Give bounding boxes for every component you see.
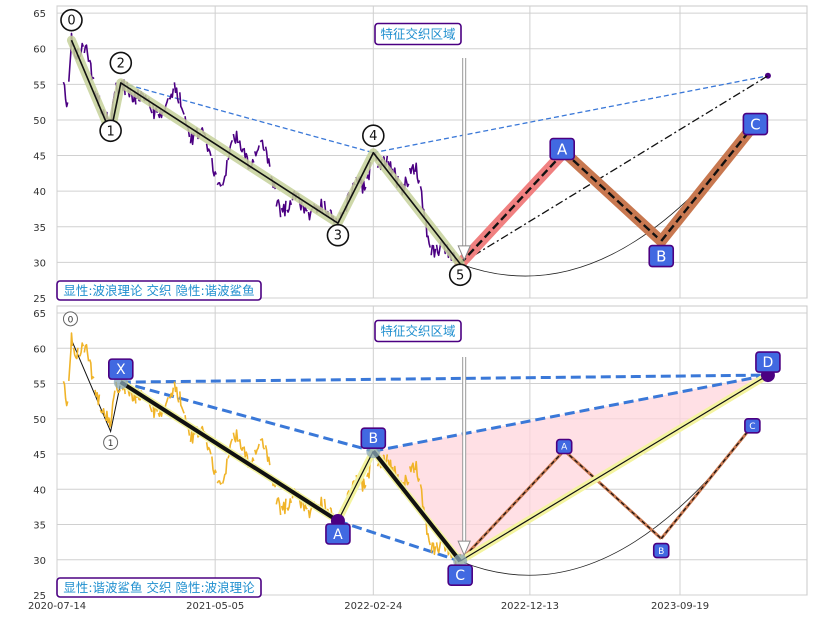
harmonic-fill-area: [373, 375, 768, 562]
caption-box: [56, 577, 262, 598]
wave-point-marker: [326, 223, 350, 247]
projection-dashdot: [459, 75, 769, 265]
y-tick-label: 35: [33, 521, 46, 532]
point-label-text: A: [333, 527, 343, 543]
callout-arrowhead: [457, 540, 471, 557]
harmonic-dashed-line: [120, 373, 768, 384]
forecast-leg-dashed: [459, 450, 565, 562]
point-label-text: B: [658, 547, 664, 557]
point-label-text: B: [369, 431, 379, 447]
y-tick-label: 50: [33, 116, 46, 127]
harmonic-leg-thick: [119, 380, 340, 523]
wave-point-label: 3: [334, 229, 342, 244]
harmonic-leg-thick: [371, 449, 462, 563]
point-label-text: D: [763, 355, 774, 371]
trendline-dashed: [373, 75, 769, 154]
harmonic-dashed-line: [337, 519, 461, 563]
y-tick-label: 65: [33, 309, 46, 320]
wave-point-marker: [109, 51, 133, 75]
wave-point-label: 4: [369, 129, 377, 144]
small-point-label: 1: [108, 439, 114, 449]
harmonic-leg: [337, 450, 374, 522]
y-tick-label: 25: [33, 591, 46, 602]
trendline-dashed: [120, 82, 374, 154]
point-label-box: [325, 523, 351, 545]
caption-box: [56, 280, 262, 301]
point-label-box: [755, 351, 781, 373]
y-tick-label: 55: [33, 80, 46, 91]
point-label-text: B: [656, 247, 666, 265]
wave-point-label: 1: [106, 124, 114, 139]
small-point-label: 0: [68, 315, 74, 325]
point-label-box: [648, 244, 675, 268]
y-tick-label: 40: [33, 485, 46, 496]
y-tick-label: 65: [33, 9, 46, 20]
forecast-leg-dashed: [660, 126, 754, 242]
point-label-box: [652, 542, 670, 559]
point-label-text: A: [561, 443, 568, 453]
harmonic-dashed-line: [373, 373, 769, 453]
wave-point-label: 0: [67, 14, 75, 29]
wave-point-marker: [60, 8, 83, 32]
point-label-text: A: [557, 140, 568, 158]
callout-box: [374, 319, 462, 343]
point-label-box: [108, 358, 134, 380]
caption-text: 显性:波浪理论 交织 隐性:谐波鲨鱼: [63, 283, 254, 298]
forecast-leg-dashed: [563, 151, 663, 242]
x-tick-label: 2022-12-13: [501, 601, 559, 612]
wave-point-marker: [448, 263, 472, 287]
callout-text: 特征交织区域: [380, 27, 455, 42]
wave-point-label: 5: [456, 268, 464, 283]
point-label-text: C: [750, 115, 760, 133]
prior-swing-line: [71, 339, 122, 434]
y-tick-label: 35: [33, 223, 46, 234]
point-label-text: X: [116, 362, 126, 378]
harmonic-dashed-line: [120, 380, 374, 453]
y-tick-label: 45: [33, 450, 46, 461]
point-label-box: [360, 427, 387, 450]
caption-text: 显性:谐波鲨鱼 交织 隐性:波浪理论: [63, 580, 255, 595]
y-tick-label: 25: [33, 294, 46, 305]
y-tick-label: 30: [33, 258, 46, 269]
wave-point-marker: [362, 124, 385, 148]
wave-point-label: 2: [117, 56, 125, 71]
callout-box: [374, 22, 462, 46]
forecast-leg-dashed: [459, 151, 566, 265]
point-label-text: C: [455, 568, 465, 584]
small-point-marker: [103, 434, 119, 450]
point-label-box: [555, 438, 573, 455]
y-tick-label: 45: [33, 152, 46, 163]
callout-arrowhead: [457, 245, 471, 262]
y-tick-label: 40: [33, 187, 46, 198]
y-tick-label: 30: [33, 556, 46, 567]
elliott-wave-line: [70, 39, 461, 265]
x-tick-label: 2023-09-19: [651, 601, 709, 612]
wave-point-marker: [99, 119, 122, 143]
forecast-leg-dashed: [660, 425, 753, 539]
forecast-leg-dashed: [563, 450, 662, 540]
small-point-marker: [62, 311, 78, 327]
point-label-box: [447, 564, 473, 586]
y-tick-label: 60: [33, 344, 46, 355]
callout-text: 特征交织区域: [380, 324, 455, 339]
x-tick-label: 2022-02-24: [344, 601, 402, 612]
point-label-text: C: [749, 422, 755, 432]
point-label-box: [744, 418, 761, 434]
x-tick-label: 2020-07-14: [28, 601, 86, 612]
y-tick-label: 60: [33, 45, 46, 56]
point-label-box: [742, 112, 769, 136]
y-tick-label: 55: [33, 380, 46, 391]
y-tick-label: 50: [33, 415, 46, 426]
x-tick-label: 2021-05-05: [186, 601, 244, 612]
harmonic-leg: [459, 374, 769, 562]
point-label-box: [549, 137, 575, 161]
